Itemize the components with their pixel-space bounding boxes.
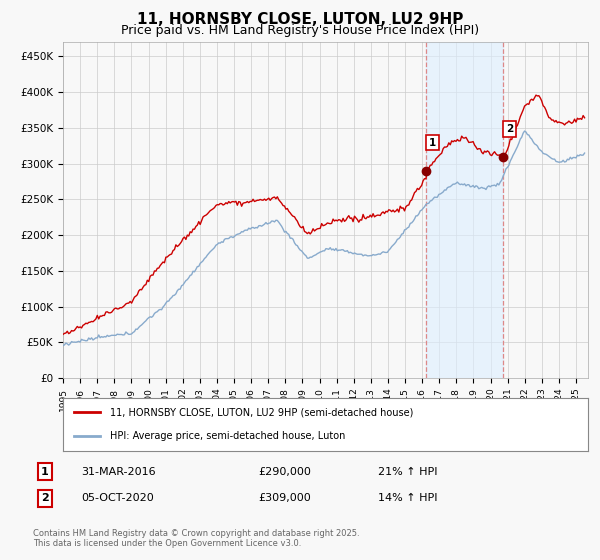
Text: 31-MAR-2016: 31-MAR-2016 [81,466,155,477]
Text: 11, HORNSBY CLOSE, LUTON, LU2 9HP: 11, HORNSBY CLOSE, LUTON, LU2 9HP [137,12,463,27]
Text: Price paid vs. HM Land Registry's House Price Index (HPI): Price paid vs. HM Land Registry's House … [121,24,479,37]
Text: 05-OCT-2020: 05-OCT-2020 [81,493,154,503]
Bar [427,42,503,378]
Text: £309,000: £309,000 [258,493,311,503]
Text: Contains HM Land Registry data © Crown copyright and database right 2025.
This d: Contains HM Land Registry data © Crown c… [33,529,359,548]
Text: 11, HORNSBY CLOSE, LUTON, LU2 9HP (semi-detached house): 11, HORNSBY CLOSE, LUTON, LU2 9HP (semi-… [110,408,413,418]
Text: 14% ↑ HPI: 14% ↑ HPI [378,493,437,503]
Text: 2: 2 [506,124,513,134]
Text: HPI: Average price, semi-detached house, Luton: HPI: Average price, semi-detached house,… [110,431,346,441]
Text: 1: 1 [429,138,436,148]
Text: 2: 2 [41,493,49,503]
Text: £290,000: £290,000 [258,466,311,477]
Text: 21% ↑ HPI: 21% ↑ HPI [378,466,437,477]
Text: 1: 1 [41,466,49,477]
